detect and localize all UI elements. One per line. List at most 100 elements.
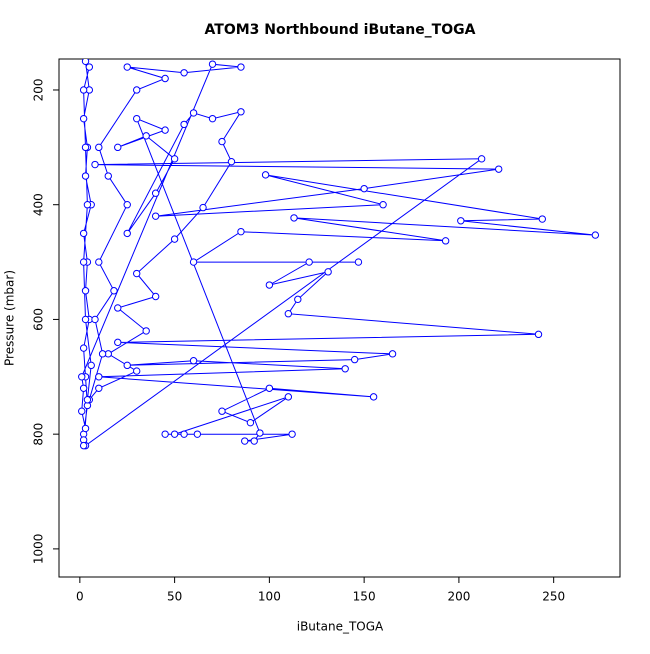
data-point — [79, 114, 88, 123]
data-point — [237, 63, 245, 71]
data-point — [208, 60, 217, 68]
data-point — [305, 258, 313, 266]
data-point — [161, 74, 169, 83]
data-point — [294, 295, 302, 304]
data-line — [81, 61, 596, 447]
x-axis-label: iButane_TOGA — [297, 620, 384, 634]
data-point — [79, 229, 88, 238]
data-point — [208, 114, 217, 123]
data-point — [265, 384, 274, 392]
chart-title: ATOM3 Northbound iButane_TOGA — [205, 22, 476, 38]
data-point — [227, 157, 236, 166]
y-tick-label: 400 — [32, 193, 46, 216]
data-point — [151, 189, 160, 197]
data-point — [123, 201, 131, 209]
x-tick-label: 200 — [447, 590, 470, 604]
data-point — [290, 214, 298, 222]
data-point — [237, 227, 245, 236]
data-point — [369, 393, 378, 401]
data-point — [379, 201, 387, 209]
data-point — [87, 361, 95, 370]
y-tick-label: 600 — [32, 308, 46, 331]
data-point — [95, 373, 103, 381]
data-point — [81, 143, 90, 152]
plot-frame — [58, 58, 621, 578]
y-axis-label: Pressure (mbar) — [3, 270, 17, 366]
data-point — [142, 132, 150, 140]
data-point — [189, 357, 198, 365]
data-point — [110, 287, 118, 295]
data-point — [79, 384, 88, 392]
data-point — [114, 143, 122, 152]
data-point — [180, 120, 188, 129]
data-point — [95, 258, 103, 266]
data-point — [250, 437, 258, 445]
data-point — [241, 437, 249, 445]
y-tick-label: 200 — [32, 79, 46, 102]
data-point — [324, 268, 332, 276]
data-point — [83, 201, 92, 209]
data-point — [79, 441, 88, 450]
data-point — [388, 350, 397, 358]
data-point — [79, 258, 88, 266]
data-point — [350, 355, 359, 364]
data-point — [151, 292, 160, 301]
data-point — [83, 396, 92, 404]
data-point — [591, 231, 600, 239]
data-point — [81, 287, 90, 295]
data-point — [441, 237, 450, 245]
data-point — [180, 69, 188, 77]
data-point — [123, 63, 131, 71]
data-point — [218, 137, 226, 146]
data-point — [81, 315, 90, 324]
data-point — [161, 126, 169, 134]
data-point — [85, 63, 94, 71]
data-point — [237, 108, 245, 116]
data-point — [79, 86, 88, 94]
data-point — [284, 393, 293, 401]
data-point — [161, 430, 169, 438]
data-point — [495, 165, 503, 173]
data-point — [95, 384, 103, 392]
data-point — [189, 109, 198, 117]
data-point — [133, 114, 141, 123]
data-point — [354, 258, 363, 266]
data-point — [360, 184, 368, 193]
x-tick-label: 100 — [258, 590, 281, 604]
x-tick-label: 0 — [76, 590, 84, 604]
data-point — [288, 430, 296, 438]
data-point — [199, 203, 207, 212]
data-point — [261, 171, 270, 179]
y-tick-label: 1000 — [32, 534, 46, 565]
data-point — [538, 215, 546, 223]
data-point — [180, 430, 188, 438]
data-point — [256, 429, 264, 437]
data-point — [193, 430, 202, 438]
data-point — [151, 212, 160, 220]
data-point — [114, 338, 122, 347]
data-point — [79, 344, 88, 352]
x-tick-label: 50 — [167, 590, 182, 604]
data-point — [218, 407, 226, 415]
data-point — [133, 86, 141, 94]
data-point — [133, 367, 141, 375]
data-point — [170, 155, 179, 163]
data-point — [534, 330, 543, 339]
data-point — [170, 430, 179, 438]
data-point — [457, 217, 465, 225]
data-point — [114, 304, 122, 312]
data-point — [477, 155, 486, 163]
data-point — [142, 327, 150, 335]
x-tick-label: 250 — [542, 590, 565, 604]
data-point — [91, 315, 99, 324]
data-point — [98, 350, 107, 358]
data-point — [341, 365, 349, 373]
data-point — [265, 281, 274, 289]
data-point — [133, 269, 141, 278]
data-point — [95, 143, 103, 152]
data-point — [170, 235, 179, 243]
data-point — [81, 172, 90, 180]
data-point — [81, 59, 90, 65]
